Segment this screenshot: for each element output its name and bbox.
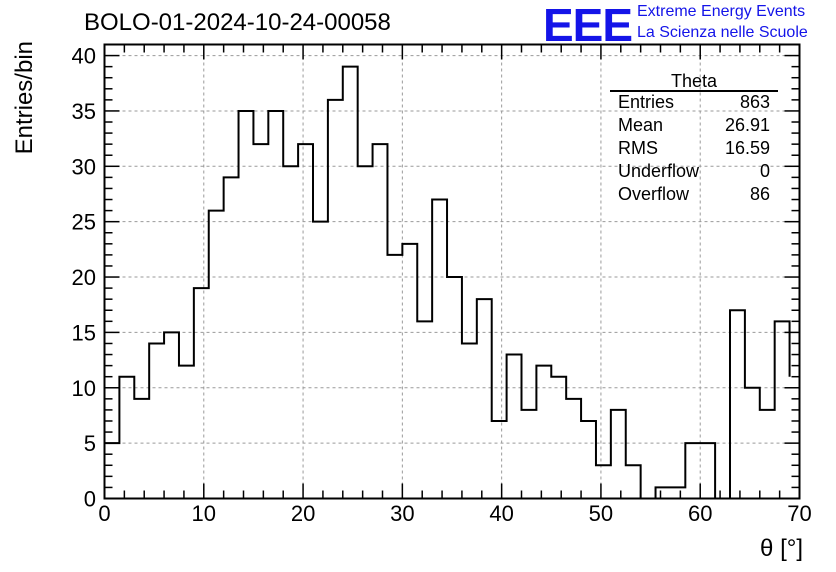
x-tick-label: 10 [192,501,216,526]
stats-row-entries: Entries 863 [618,92,770,115]
histogram-bin [239,111,254,499]
histogram-bin [313,222,328,499]
stats-label: RMS [618,138,658,158]
histogram-bin [462,343,477,498]
histogram-bin [179,366,194,499]
eee-logo-caption-line2: La Scienza nelle Scuole [637,24,808,41]
stats-title: Theta [670,71,718,91]
stats-box: Theta Entries 863 Mean 26.91 RMS 16.59 U… [610,70,778,210]
x-tick-label: 30 [390,501,414,526]
histogram-step-line [103,65,791,500]
histogram-bin [656,487,671,498]
x-tick-label: 70 [787,501,811,526]
stats-value: 16.59 [724,138,770,158]
histogram-bin [328,100,343,499]
stats-label: Overflow [618,184,690,204]
stats-row-rms: RMS 16.59 [618,138,770,161]
histogram-outline [103,65,791,500]
y-tick-label: 25 [72,210,96,235]
histogram-bin [551,377,566,499]
y-tick-label: 20 [72,265,96,290]
stats-value: 86 [749,184,770,204]
stats-value: 0 [759,161,770,181]
histogram-bin [477,299,492,498]
histogram-bin [119,377,134,499]
x-tick-label: 40 [489,501,513,526]
run-title: BOLO-01-2024-10-24-00058 [84,9,391,36]
histogram-bin [343,67,358,499]
histogram-bin [164,332,179,498]
histogram-bin [358,166,373,498]
y-tick-label: 15 [72,320,96,345]
histogram-bin [387,255,402,499]
stats-label: Underflow [618,161,700,181]
grid-lines [104,44,800,499]
histogram-bin [492,421,507,499]
histogram-bin [685,443,700,498]
histogram-bin [432,200,447,499]
histogram-bin [402,244,417,499]
histogram-bin [209,211,224,499]
stats-value: 26.91 [724,115,770,135]
histogram-bin [611,410,626,499]
histogram-bin [224,177,239,498]
plot-frame [103,43,801,500]
eee-logo-caption-line1: Extreme Energy Events [637,3,806,20]
histogram-bin [447,277,462,498]
histogram-bin [522,410,537,499]
histogram-bin [134,399,149,499]
histogram-bin [566,399,581,499]
stats-value: 863 [739,92,770,112]
histogram-bin [253,144,268,498]
x-tick-label: 60 [688,501,712,526]
histogram-bin [149,343,164,498]
histogram-bin [670,487,685,498]
stats-row-overflow: Overflow 86 [618,184,770,207]
y-axis-label: Entries/bin [11,41,38,154]
histogram-bin [194,288,209,498]
histogram-bin [745,388,760,499]
stats-divider [610,90,778,92]
histogram-bin [536,366,551,499]
histogram-bin [283,166,298,498]
x-axis-label: θ [°] [760,535,803,562]
y-tick-label: 30 [72,154,96,179]
histogram-bin [775,321,790,498]
histogram-bin [730,310,745,498]
histogram-bin [507,355,522,499]
histogram-bin [626,465,641,498]
histogram-bin [268,111,283,499]
x-tick-label: 20 [291,501,315,526]
axis-tick-labels: 0 10 20 30 40 50 60 70 0 5 10 15 20 25 30 35 40 [72,44,812,526]
histogram-bin [596,465,611,498]
histogram-bin [373,144,388,498]
histogram-bin [105,443,120,498]
histogram-bin [417,321,432,498]
stats-row-mean: Mean 26.91 [618,115,770,138]
x-tick-label: 0 [98,501,110,526]
stats-row-underflow: Underflow 0 [618,161,770,184]
histogram-bin [298,144,313,498]
stats-label: Entries [618,92,675,112]
histogram-bin [581,421,596,499]
x-tick-label: 50 [589,501,613,526]
stats-label: Mean [618,115,664,135]
y-tick-label: 35 [72,99,96,124]
y-tick-label: 10 [72,376,96,401]
y-tick-label: 0 [84,487,96,512]
histogram-bin [700,443,715,498]
y-tick-label: 5 [84,431,96,456]
y-tick-label: 40 [72,44,96,69]
histogram-bin [760,410,775,499]
eee-logo: EEE [543,0,633,51]
